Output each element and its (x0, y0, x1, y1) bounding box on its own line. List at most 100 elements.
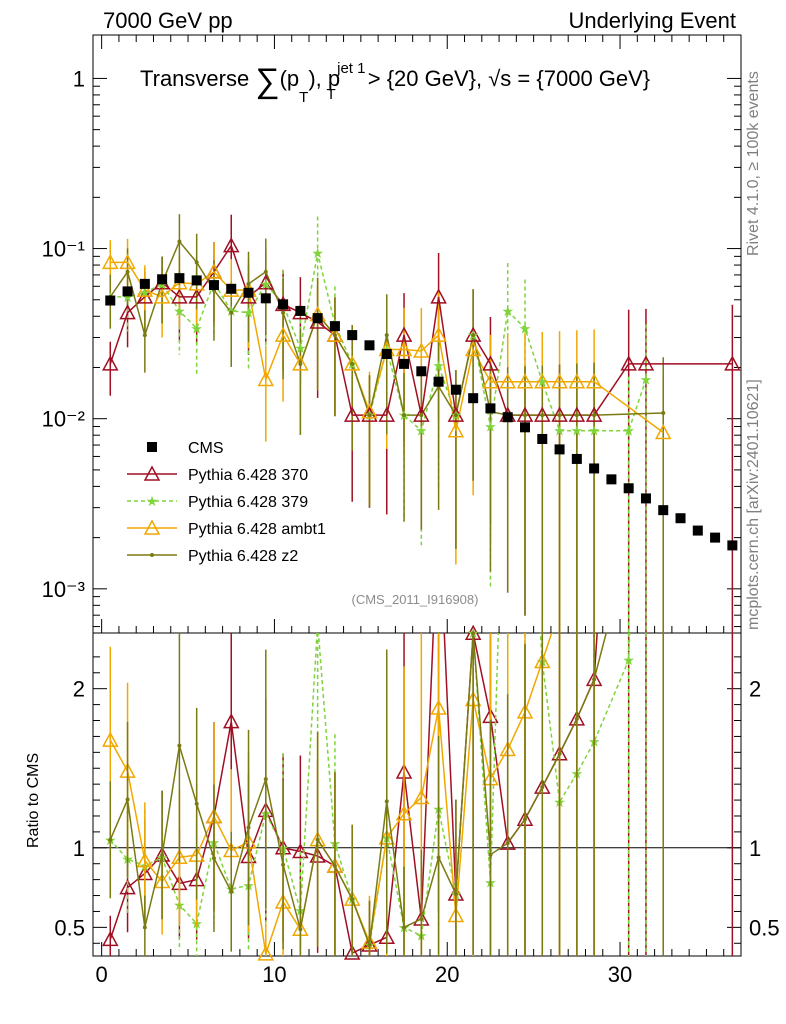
ratio-marker (574, 716, 579, 721)
cms-data-point (278, 299, 289, 310)
title-pt-open: (p (280, 66, 300, 91)
axis-ticks: 0 10 20 30 1 10⁻¹ 10⁻² 10⁻³ 0.5 0.5 1 1 2 2 (42, 35, 780, 987)
mc-marker: ★ (519, 320, 532, 336)
mc-marker: ★ (190, 320, 203, 336)
mc-marker (574, 413, 579, 418)
legend-label: CMS (188, 440, 224, 457)
mc-marker (534, 406, 551, 422)
ratio-marker (557, 751, 562, 756)
mc-marker: ★ (260, 276, 273, 292)
ratio-marker (246, 825, 251, 830)
cms-data-point (347, 330, 358, 341)
mc-marker (125, 269, 130, 274)
mc-marker (171, 288, 188, 304)
mc-marker: ★ (242, 305, 255, 321)
cms-data-point (295, 305, 306, 316)
cms-data-point (554, 444, 565, 455)
title-prefix: Transverse (140, 66, 255, 91)
mc-marker (205, 263, 223, 279)
ratio-marker (505, 841, 510, 846)
mc-marker: ★ (484, 418, 497, 434)
mcplots-label: mcplots.cern.ch [arXiv:2401.10621] (745, 379, 762, 630)
ratio-marker (171, 848, 188, 865)
mc-marker (482, 355, 499, 371)
ratio-marker (194, 801, 199, 806)
cms-data-point (329, 321, 340, 332)
mc-marker (585, 406, 603, 422)
legend-label: Pythia 6.428 370 (188, 467, 308, 484)
ratio-marker (332, 863, 337, 868)
mc-marker (419, 413, 424, 418)
ratio-y-label: Ratio to CMS (25, 753, 42, 848)
legend-label: Pythia 6.428 ambt1 (188, 521, 326, 538)
cms-data-point (692, 525, 703, 536)
mc-marker: ★ (536, 374, 549, 390)
mc-marker: ★ (640, 371, 653, 387)
cms-data-point (468, 393, 479, 404)
y-tick-label: 10⁻¹ (42, 237, 85, 262)
mc-marker (188, 288, 205, 304)
mc-marker (142, 333, 147, 338)
title-jet-sup: jet 1 (336, 60, 365, 77)
mc-marker (281, 310, 286, 315)
mc-marker (534, 373, 551, 389)
cms-data-point (520, 422, 530, 433)
mc-line (110, 252, 647, 433)
cms-data-point (243, 287, 254, 298)
mc-marker (378, 406, 396, 422)
cms-data-point (122, 286, 133, 297)
ratio-marker (136, 852, 154, 868)
mc-marker (637, 355, 655, 371)
ratio-marker (211, 856, 216, 861)
ratio-marker (413, 788, 430, 805)
mc-marker: ★ (622, 423, 635, 439)
cms-data-point (658, 505, 669, 516)
mc-marker (551, 373, 568, 389)
ratio-marker (108, 837, 113, 842)
ratio-marker (102, 930, 119, 947)
mc-marker (540, 413, 545, 418)
ratio-panel-content: ★★★★★★★★★★★★★★★★★★★★★★★★★★★ (93, 624, 741, 961)
ratio-y-tick-label: 1 (73, 836, 85, 861)
ratio-y-tick-label: 0.5 (54, 915, 85, 940)
mc-marker (447, 422, 465, 438)
mc-marker (298, 361, 303, 366)
mc-marker (153, 288, 171, 304)
mc-marker: ★ (432, 358, 445, 374)
ratio-marker (119, 878, 136, 895)
cms-data-point (191, 275, 202, 286)
ratio-marker (384, 799, 389, 804)
cms-data-point (433, 376, 444, 387)
legend: CMS Pythia 6.428 370 ★ Pythia 6.428 379 Pyth… (127, 440, 326, 565)
ratio-marker (540, 785, 545, 790)
legend-marker (150, 553, 154, 557)
ratio-marker (263, 777, 268, 782)
mc-marker: ★ (311, 245, 324, 261)
ratio-marker (257, 945, 275, 961)
ratio-marker (222, 713, 240, 729)
legend-label: Pythia 6.428 379 (188, 494, 308, 511)
legend-marker (143, 465, 161, 481)
mc-marker (620, 355, 637, 371)
mc-marker (430, 326, 447, 342)
ratio-marker (343, 944, 361, 960)
ratio-marker (395, 805, 413, 821)
mc-marker (413, 342, 430, 358)
ratio-marker (453, 892, 458, 897)
mc-marker: ★ (588, 423, 601, 439)
title-jet-sub: T (326, 86, 335, 103)
mc-marker (384, 333, 389, 338)
title-sum: ∑ (255, 62, 279, 100)
mc-marker: ★ (571, 423, 584, 439)
mc-marker: ★ (501, 303, 514, 319)
mc-marker (229, 310, 234, 315)
cms-data-point (727, 540, 738, 551)
ratio-marker (430, 699, 447, 715)
cms-data-point (450, 384, 461, 395)
mc-marker (343, 355, 361, 371)
mc-marker (482, 373, 499, 389)
mc-marker (343, 406, 361, 422)
title-pt-sub: T (299, 89, 308, 106)
ratio-marker (367, 943, 372, 948)
cms-data-point (485, 403, 496, 414)
